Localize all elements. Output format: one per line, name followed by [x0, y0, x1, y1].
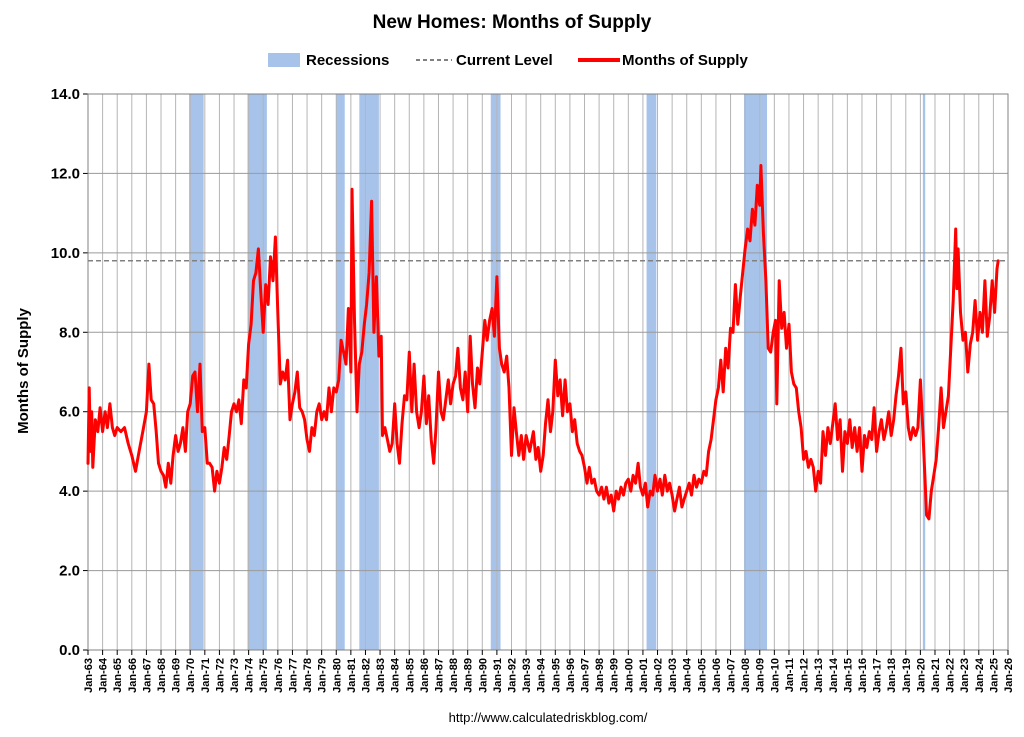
x-tick-label: Jan-72 — [214, 658, 226, 693]
y-tick-label: 6.0 — [59, 404, 80, 421]
x-tick-label: Jan-63 — [83, 658, 95, 693]
y-axis-label: Months of Supply — [15, 307, 32, 433]
x-tick-label: Jan-89 — [463, 658, 475, 693]
source-url: http://www.calculatedriskblog.com/ — [449, 710, 648, 725]
legend-label: Current Level — [456, 52, 553, 69]
x-tick-label: Jan-07 — [726, 658, 738, 693]
recession-band — [490, 94, 501, 650]
x-tick-label: Jan-81 — [346, 658, 358, 693]
x-tick-label: Jan-90 — [477, 658, 489, 693]
x-tick-label: Jan-66 — [127, 658, 139, 693]
x-tick-label: Jan-67 — [141, 658, 153, 693]
y-tick-label: 12.0 — [51, 165, 80, 182]
x-tick-label: Jan-02 — [653, 658, 665, 693]
x-tick-label: Jan-04 — [682, 657, 694, 693]
x-tick-label: Jan-68 — [156, 658, 168, 693]
x-tick-label: Jan-94 — [536, 657, 548, 693]
x-tick-label: Jan-86 — [419, 658, 431, 693]
legend-label: Recessions — [306, 52, 389, 69]
x-tick-label: Jan-16 — [857, 658, 869, 693]
x-tick-label: Jan-65 — [112, 658, 124, 693]
x-tick-label: Jan-70 — [185, 658, 197, 693]
x-tick-label: Jan-17 — [872, 658, 884, 693]
x-tick-label: Jan-22 — [945, 658, 957, 693]
recession-band — [247, 94, 267, 650]
x-tick-label: Jan-03 — [667, 658, 679, 693]
x-tick-label: Jan-13 — [813, 658, 825, 693]
x-tick-label: Jan-88 — [448, 658, 460, 693]
x-tick-label: Jan-87 — [433, 658, 445, 693]
x-tick-label: Jan-74 — [244, 657, 256, 693]
y-tick-label: 2.0 — [59, 563, 80, 580]
x-tick-label: Jan-15 — [842, 658, 854, 693]
x-tick-label: Jan-85 — [404, 658, 416, 693]
x-tick-label: Jan-19 — [901, 658, 913, 693]
series-line-months-of-supply — [86, 164, 1000, 521]
x-tick-label: Jan-80 — [331, 658, 343, 693]
y-tick-label: 4.0 — [59, 483, 80, 500]
x-tick-label: Jan-09 — [755, 658, 767, 693]
x-tick-label: Jan-79 — [317, 658, 329, 693]
x-tick-label: Jan-20 — [915, 658, 927, 693]
x-tick-label: Jan-06 — [711, 658, 723, 693]
x-tick-label: Jan-93 — [521, 658, 533, 693]
y-tick-label: 14.0 — [51, 86, 80, 103]
chart-title: New Homes: Months of Supply — [373, 12, 652, 33]
x-tick-label: Jan-75 — [258, 658, 270, 693]
x-tick-label: Jan-98 — [594, 658, 606, 693]
x-tick-label: Jan-26 — [1003, 658, 1015, 693]
recession-band — [359, 94, 379, 650]
x-tick-label: Jan-23 — [959, 658, 971, 693]
y-tick-label: 10.0 — [51, 245, 80, 262]
x-tick-label: Jan-78 — [302, 658, 314, 693]
x-tick-label: Jan-92 — [506, 658, 518, 693]
x-tick-label: Jan-64 — [98, 657, 110, 693]
plot-border — [87, 93, 1009, 651]
recession-band — [646, 94, 657, 650]
x-tick-label: Jan-97 — [580, 658, 592, 693]
x-tick-label: Jan-71 — [200, 658, 212, 693]
x-tick-label: Jan-84 — [390, 657, 402, 693]
x-tick-label: Jan-96 — [565, 658, 577, 693]
x-tick-label: Jan-83 — [375, 658, 387, 693]
x-tick-label: Jan-76 — [273, 658, 285, 693]
y-tick-label: 0.0 — [59, 642, 80, 659]
x-tick-label: Jan-11 — [784, 658, 796, 692]
legend-swatch-recessions — [268, 53, 300, 67]
x-tick-label: Jan-99 — [609, 658, 621, 693]
legend-label: Months of Supply — [622, 52, 748, 69]
legend: Recessions Current Level Months of Supply — [268, 52, 748, 69]
x-tick-label: Jan-00 — [623, 658, 635, 693]
x-tick-label: Jan-21 — [930, 658, 942, 693]
x-tick-label: Jan-10 — [769, 658, 781, 693]
x-tick-label: Jan-18 — [886, 658, 898, 693]
plot-background — [88, 94, 1008, 650]
x-tick-label: Jan-12 — [799, 658, 811, 693]
x-tick-label: Jan-08 — [740, 658, 752, 693]
x-tick-label: Jan-14 — [828, 657, 840, 693]
recession-band — [922, 94, 926, 650]
y-tick-label: 8.0 — [59, 324, 80, 341]
x-tick-label: Jan-95 — [550, 658, 562, 693]
recession-band — [743, 94, 768, 650]
x-tick-label: Jan-24 — [974, 657, 986, 693]
x-tick-label: Jan-25 — [988, 658, 1000, 693]
x-tick-label: Jan-82 — [360, 658, 372, 693]
x-tick-label: Jan-73 — [229, 658, 241, 693]
x-tick-label: Jan-77 — [287, 658, 299, 693]
x-tick-label: Jan-69 — [171, 658, 183, 693]
x-tick-label: Jan-01 — [638, 658, 650, 693]
x-tick-label: Jan-05 — [696, 658, 708, 693]
x-tick-label: Jan-91 — [492, 658, 504, 693]
